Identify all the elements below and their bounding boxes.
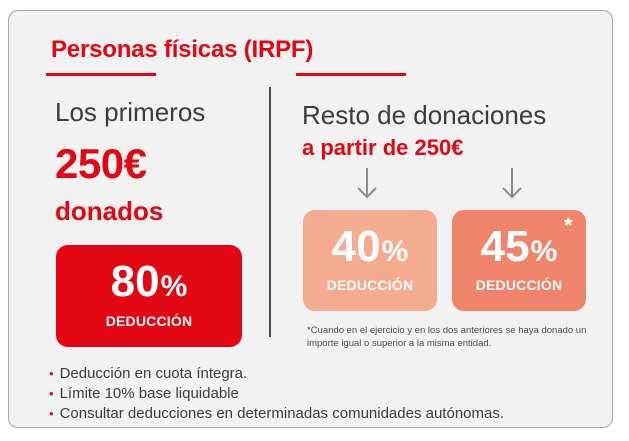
arrow-down-icon	[502, 168, 522, 199]
deduction-label: DEDUCCIÓN	[326, 277, 414, 293]
deduction-label: DEDUCCIÓN	[105, 313, 193, 329]
left-accent-bar	[46, 73, 156, 76]
deduction-45-box: 45% * DEDUCCIÓN	[452, 210, 586, 311]
footnote: *Cuando en el ejercicio y en los dos ant…	[307, 325, 587, 349]
first-donation-amount: 250€	[55, 140, 147, 187]
bullet-icon: •	[49, 406, 54, 421]
list-item-text: Deducción en cuota íntegra.	[59, 365, 248, 382]
list-item: • Límite 10% base liquidable	[49, 384, 504, 404]
percent-number: 80	[110, 257, 160, 306]
list-item: • Deducción en cuota íntegra.	[49, 364, 504, 384]
list-item-text: Límite 10% base liquidable	[59, 385, 239, 402]
remaining-donations-threshold: a partir de 250€	[302, 135, 464, 160]
deduction-80-box: 80% DEDUCCIÓN	[56, 245, 242, 347]
arrow-down-icon	[357, 168, 377, 199]
page-title: Personas físicas (IRPF)	[51, 36, 314, 63]
deduction-80-percent: 80%	[56, 257, 242, 307]
first-donation-suffix: donados	[55, 196, 164, 226]
footnote-asterisk: *	[564, 213, 573, 238]
deduction-40-box: 40% DEDUCCIÓN	[303, 210, 437, 311]
percent-symbol: %	[381, 235, 409, 268]
percent-symbol: %	[530, 235, 558, 268]
list-item-text: Consultar deducciones en determinadas co…	[59, 405, 505, 422]
list-item: • Consultar deducciones en determinadas c…	[49, 404, 504, 424]
irpf-card: Personas físicas (IRPF) Los primeros 250…	[8, 10, 613, 428]
right-accent-bar	[296, 73, 406, 76]
percent-number: 45	[480, 222, 530, 271]
percent-number: 40	[331, 222, 381, 271]
deduction-40-percent: 40%	[303, 222, 437, 272]
column-divider	[269, 87, 271, 337]
first-donation-text: Los primeros	[55, 97, 206, 127]
bullet-icon: •	[49, 366, 54, 381]
conditions-list: • Deducción en cuota íntegra. • Límite 10%…	[49, 364, 504, 424]
deduction-45-percent: 45%	[452, 222, 586, 272]
remaining-donations-text: Resto de donaciones	[302, 100, 547, 130]
bullet-icon: •	[49, 386, 54, 401]
percent-symbol: %	[160, 270, 188, 303]
deduction-label: DEDUCCIÓN	[475, 277, 563, 293]
